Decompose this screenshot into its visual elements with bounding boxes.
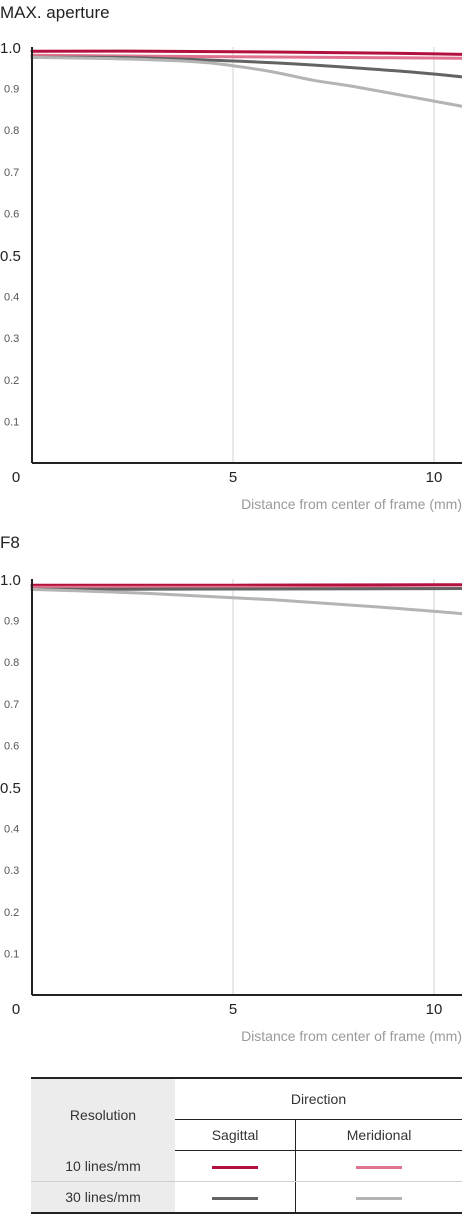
legend-meridional-header: Meridional	[295, 1119, 462, 1151]
legend-swatch-10-sagittal	[212, 1165, 259, 1169]
y-tick-label: 0.2	[4, 375, 19, 387]
legend-row-label: 10 lines/mm	[31, 1150, 175, 1182]
mtf-chart-f8: 0.10.20.30.40.50.60.70.80.91.005101520Di…	[0, 572, 462, 1044]
x-tick-label: 10	[426, 1001, 443, 1018]
y-tick-label: 0.8	[4, 125, 19, 137]
y-tick-label: 0.4	[4, 292, 19, 304]
mtf-chart-max-aperture: 0.10.20.30.40.50.60.70.80.91.005101520Di…	[0, 40, 462, 512]
legend-swatch-30-meridional	[356, 1196, 403, 1200]
x-tick-label: 0	[12, 469, 20, 486]
series-line	[30, 583, 462, 587]
y-tick-label: 0.7	[4, 699, 19, 711]
x-tick-label: 0	[12, 1001, 20, 1018]
series-line	[30, 585, 462, 590]
series-line	[30, 55, 462, 79]
x-tick-label: 10	[426, 469, 443, 486]
y-tick-label: 0.1	[4, 948, 19, 960]
legend-swatch-30-sagittal	[212, 1196, 259, 1200]
y-tick-label: 0.2	[4, 907, 19, 919]
y-tick-label: 0.3	[4, 333, 19, 345]
legend-swatch-10-meridional	[356, 1165, 403, 1169]
y-tick-label: 0.9	[4, 616, 19, 628]
legend-resolution-header: Resolution	[31, 1077, 175, 1151]
y-tick-label: 0.5	[0, 248, 21, 265]
x-tick-label: 5	[229, 469, 237, 486]
y-tick-label: 0.8	[4, 657, 19, 669]
y-tick-label: 0.6	[4, 208, 19, 220]
legend-table: Resolution Direction Sagittal Meridional…	[31, 1077, 462, 1214]
y-tick-label: 0.5	[0, 780, 21, 797]
legend-direction-header: Direction	[175, 1077, 462, 1120]
series-line	[30, 49, 462, 56]
series-line	[30, 55, 462, 108]
y-tick-label: 0.7	[4, 167, 19, 179]
chart-title-f8: F8	[0, 533, 20, 552]
y-tick-label: 0.4	[4, 824, 19, 836]
legend-sagittal-header: Sagittal	[175, 1119, 297, 1151]
x-axis-label: Distance from center of frame (mm)	[241, 1028, 462, 1044]
x-tick-label: 5	[229, 1001, 237, 1018]
y-tick-label: 0.9	[4, 84, 19, 96]
y-tick-label: 0.6	[4, 740, 19, 752]
series-line	[30, 587, 462, 616]
series-line	[30, 587, 462, 591]
chart-title-max-aperture: MAX. aperture	[0, 3, 110, 22]
y-tick-label: 0.1	[4, 416, 19, 428]
y-tick-label: 1.0	[0, 572, 21, 589]
y-tick-label: 0.3	[4, 865, 19, 877]
legend-row-label: 30 lines/mm	[31, 1181, 175, 1214]
x-axis-label: Distance from center of frame (mm)	[241, 496, 462, 512]
y-tick-label: 1.0	[0, 40, 21, 57]
series-line	[30, 53, 462, 60]
